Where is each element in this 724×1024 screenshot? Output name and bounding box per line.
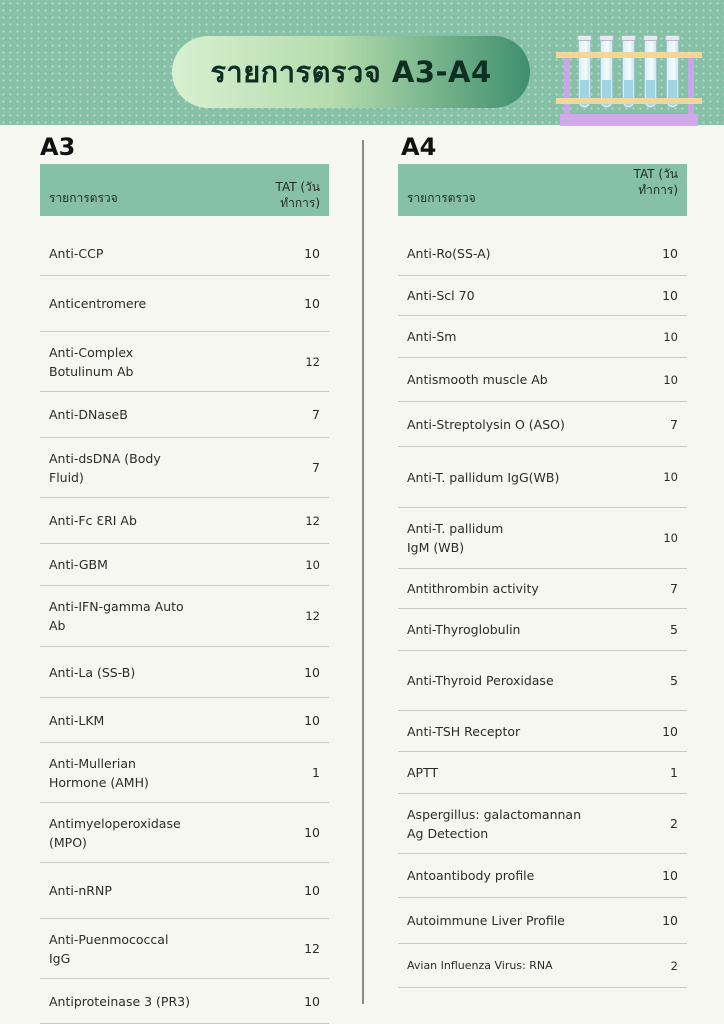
table-row: Anti-nRNP 10	[40, 863, 329, 919]
table-row: Anti-GBM 10	[40, 544, 329, 586]
header-banner: รายการตรวจ A3-A4	[0, 0, 724, 126]
column-header-test: รายการตรวจ	[407, 191, 476, 205]
table-row: Antithrombin activity 7	[398, 569, 687, 609]
table-header: รายการตรวจ TAT (วันทำการ)	[40, 164, 329, 216]
table-row: Autoimmune Liver Profile 10	[398, 898, 687, 944]
table-row: Antismooth muscle Ab 10	[398, 358, 687, 402]
table-a4: รายการตรวจ TAT (วันทำการ) Anti-Ro(SS-A) 1…	[398, 164, 687, 988]
table-row: Anti-Thyroid Peroxidase 5	[398, 651, 687, 711]
table-row: Anti-CCP 10	[40, 232, 329, 276]
table-row: Anti-T. pallidum IgM (WB) 10	[398, 508, 687, 569]
table-a3: รายการตรวจ TAT (วันทำการ) Anti-CCP 10 Ant…	[40, 164, 329, 1024]
title-pill: รายการตรวจ A3-A4	[172, 36, 530, 108]
table-row: Anti-TSH Receptor 10	[398, 711, 687, 752]
column-divider	[362, 140, 364, 1004]
table-row: Anti-Streptolysin O (ASO) 7	[398, 402, 687, 447]
table-row: Anti-Sm 10	[398, 316, 687, 358]
section-title-a3: A3	[40, 133, 76, 161]
column-header-tat: TAT (วันทำการ)	[275, 180, 320, 210]
table-row: Anti-IFN-gamma Auto Ab 12	[40, 586, 329, 647]
column-header-test: รายการตรวจ	[49, 191, 118, 205]
table-row: Anti-Thyroglobulin 5	[398, 609, 687, 651]
table-row: Anti-La (SS-B) 10	[40, 647, 329, 698]
table-row: Anti-Scl 70 10	[398, 276, 687, 316]
section-title-a4: A4	[401, 133, 437, 161]
column-header-tat: TAT (วันทำการ)	[633, 167, 678, 197]
table-row: Anticentromere 10	[40, 276, 329, 332]
table-row: Aspergillus: galactomannan Ag Detection 2	[398, 794, 687, 854]
table-row: Anti-Mullerian Hormone (AMH) 1	[40, 743, 329, 803]
table-row: Antoantibody profile 10	[398, 854, 687, 898]
table-row: Anti-dsDNA (Body Fluid) 7	[40, 438, 329, 498]
table-row: Anti-Complex Botulinum Ab 12	[40, 332, 329, 392]
table-row: Anti-T. pallidum IgG(WB) 10	[398, 447, 687, 508]
table-row: Anti-LKM 10	[40, 698, 329, 743]
table-row: Antimyeloperoxidase (MPO) 10	[40, 803, 329, 863]
table-row: Avian Influenza Virus: RNA 2	[398, 944, 687, 988]
table-row: Anti-Puenmococcal IgG 12	[40, 919, 329, 979]
table-row: Anti-Fc ƐRI Ab 12	[40, 498, 329, 544]
table-row: Anti-DNaseB 7	[40, 392, 329, 438]
page-title: รายการตรวจ A3-A4	[210, 55, 492, 89]
table-row: APTT 1	[398, 752, 687, 794]
table-header: รายการตรวจ TAT (วันทำการ)	[398, 164, 687, 216]
table-row: Anti-Ro(SS-A) 10	[398, 232, 687, 276]
test-tube-rack-icon	[556, 34, 702, 126]
table-row: Antiproteinase 3 (PR3) 10	[40, 979, 329, 1024]
